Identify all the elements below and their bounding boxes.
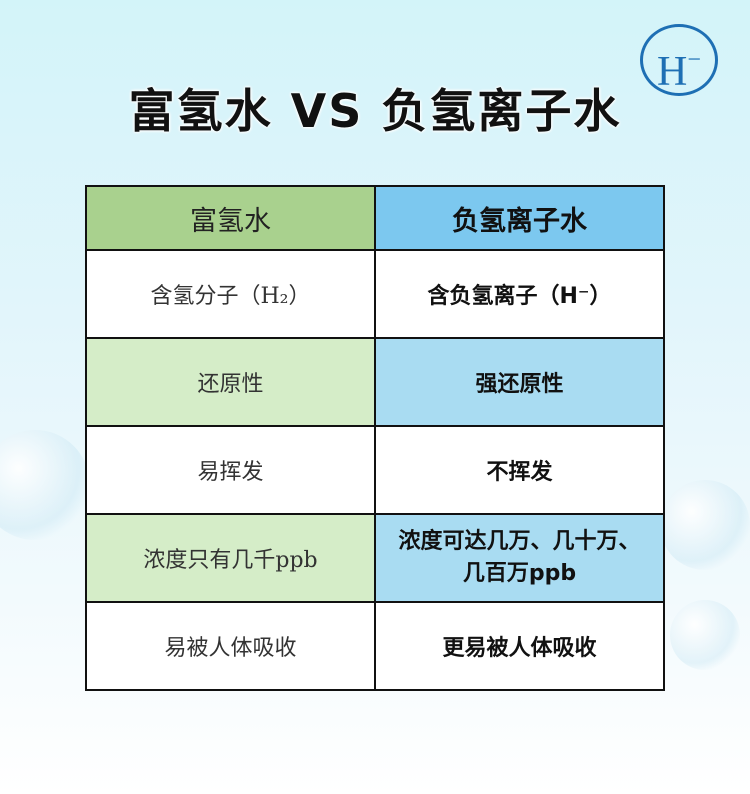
right-cell: 更易被人体吸收 — [374, 601, 665, 691]
left-cell: 含氢分子（H₂） — [85, 249, 376, 339]
water-bubble-decoration — [0, 430, 90, 540]
table-row: 含氢分子（H₂） 含负氢离子（H⁻） — [85, 249, 665, 339]
water-bubble-decoration — [670, 600, 740, 670]
water-bubble-decoration — [660, 480, 750, 570]
right-cell: 强还原性 — [374, 337, 665, 427]
page-title: 富氢水 VS 负氢离子水 — [128, 84, 622, 138]
table-row: 易挥发 不挥发 — [85, 425, 665, 515]
table-row: 还原性 强还原性 — [85, 337, 665, 427]
hydride-ion-logo-icon: H− — [640, 24, 718, 96]
comparison-table: 富氢水 负氢离子水 含氢分子（H₂） 含负氢离子（H⁻） 还原性 强还原性 易挥… — [85, 185, 665, 691]
header-hydrogen-rich-water: 富氢水 — [85, 185, 376, 251]
left-cell: 浓度只有几千ppb — [85, 513, 376, 603]
right-cell: 含负氢离子（H⁻） — [374, 249, 665, 339]
left-cell: 还原性 — [85, 337, 376, 427]
left-cell: 易挥发 — [85, 425, 376, 515]
right-cell: 浓度可达几万、几十万、几百万ppb — [374, 513, 665, 603]
left-cell: 易被人体吸收 — [85, 601, 376, 691]
table-row: 浓度只有几千ppb 浓度可达几万、几十万、几百万ppb — [85, 513, 665, 603]
table-row: 易被人体吸收 更易被人体吸收 — [85, 601, 665, 691]
header-hydride-ion-water: 负氢离子水 — [374, 185, 665, 251]
right-cell-text: 浓度可达几万、几十万、几百万ppb — [398, 529, 641, 586]
table-header-row: 富氢水 负氢离子水 — [85, 185, 665, 251]
right-cell: 不挥发 — [374, 425, 665, 515]
